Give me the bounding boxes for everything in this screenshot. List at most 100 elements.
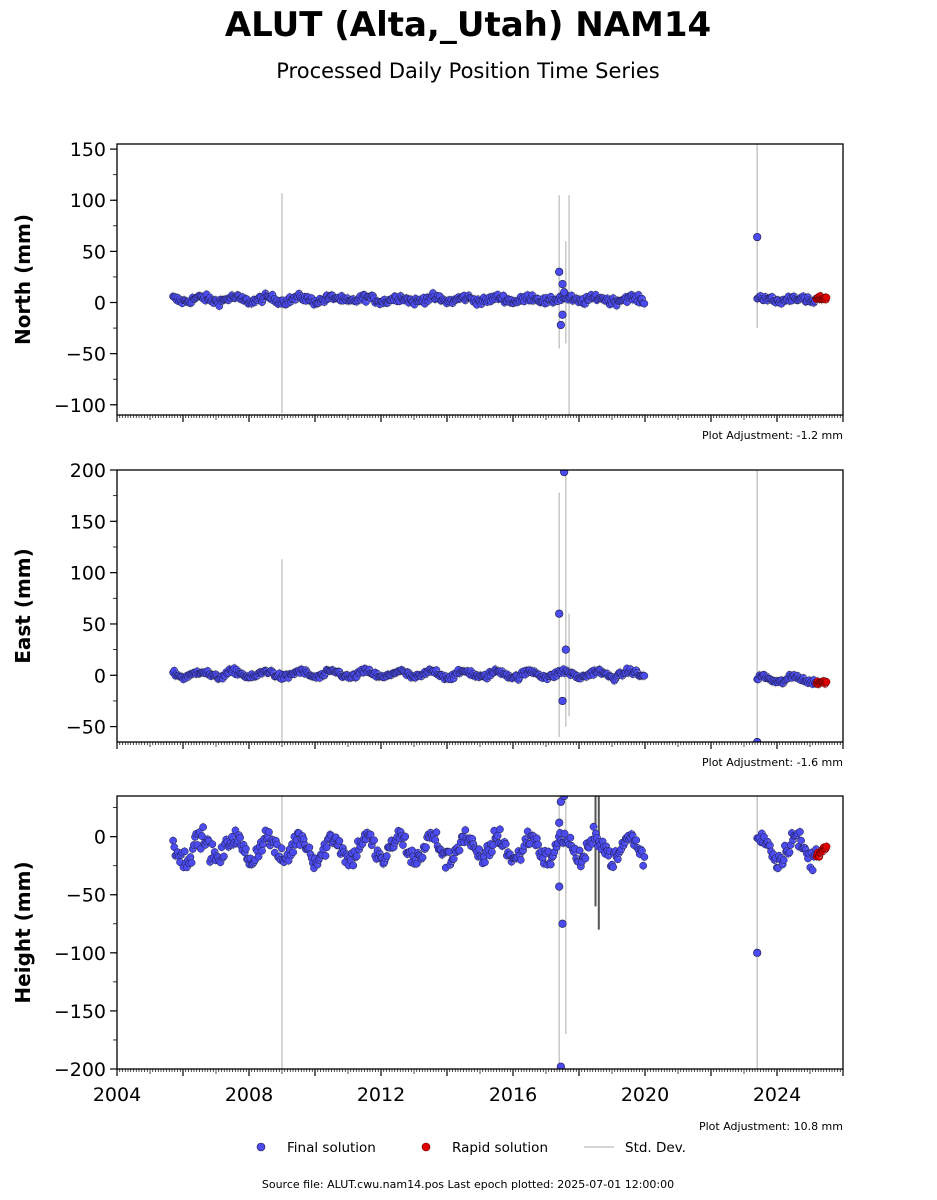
final-solution-series: [169, 288, 649, 312]
rapid-solution-series: [812, 675, 831, 690]
final-point: [581, 854, 590, 863]
x-tick-label: 2004: [93, 1084, 141, 1106]
outlier-point: [753, 232, 762, 242]
outlier-point: [558, 280, 567, 289]
final-point: [422, 843, 430, 852]
outlier-point: [560, 288, 569, 297]
final-point: [220, 852, 228, 861]
y-tick-label: 100: [70, 190, 106, 212]
outlier-point: [558, 919, 567, 928]
final-point: [779, 856, 788, 864]
final-point: [808, 866, 817, 875]
y-tick-label: 150: [70, 139, 106, 161]
final-point: [242, 844, 250, 853]
y-tick-label: 0: [94, 665, 106, 687]
x-tick-label: 2008: [225, 1084, 273, 1106]
final-point: [481, 858, 489, 867]
y-tick-label: 150: [70, 511, 106, 533]
legend-rapid-label: Rapid solution: [452, 1140, 548, 1156]
plot-area: [169, 144, 831, 415]
outlier-point: [555, 882, 564, 891]
final-point: [401, 832, 410, 841]
outlier-point: [558, 310, 567, 319]
final-point: [187, 858, 196, 867]
plot-adjustment-note: Plot Adjustment: -1.6 mm: [702, 756, 843, 769]
final-point: [169, 836, 177, 845]
final-point: [399, 841, 407, 849]
final-point: [199, 823, 207, 831]
final-point: [560, 829, 569, 838]
y-tick-label: 200: [70, 460, 106, 482]
final-point: [609, 863, 618, 871]
y-tick-label: 0: [94, 293, 106, 315]
x-tick-label: 2012: [357, 1084, 405, 1106]
plot-adjustment-note: Plot Adjustment: -1.2 mm: [702, 429, 843, 442]
x-tick-label: 2020: [621, 1084, 669, 1106]
final-solution-series: [753, 669, 820, 690]
final-point: [322, 843, 331, 852]
y-tick-label: 50: [82, 241, 106, 263]
final-point: [335, 837, 344, 845]
final-point: [258, 846, 266, 855]
final-solution-series: [169, 663, 649, 686]
outlier-point: [753, 737, 762, 742]
final-point: [575, 846, 584, 855]
final-point: [305, 843, 314, 852]
final-point: [265, 828, 273, 836]
final-point: [370, 836, 378, 845]
outlier-point: [556, 320, 565, 330]
outlier-point: [558, 696, 567, 706]
panel-east: 200 150 100 50 0 −50 East (mm) Plot Adjustment:…: [11, 460, 844, 769]
final-point: [534, 840, 542, 849]
final-point: [418, 853, 427, 862]
final-point: [455, 846, 464, 855]
y-tick-label: −100: [54, 943, 106, 965]
final-point: [639, 861, 648, 870]
final-point: [488, 848, 496, 856]
final-solution-series: [169, 821, 649, 874]
final-point: [632, 836, 641, 845]
final-point: [640, 299, 649, 308]
y-tick-label: −50: [66, 717, 106, 739]
final-point: [640, 853, 649, 861]
y-tick-label: 50: [82, 614, 106, 636]
final-point: [516, 856, 525, 864]
rapid-solution-series: [812, 290, 831, 305]
outlier-point: [555, 609, 564, 618]
rapid-solution-series: [812, 841, 831, 862]
y-tick-label: 100: [70, 563, 106, 585]
legend-final-label: Final solution: [287, 1140, 376, 1156]
y-axis-label: East (mm): [11, 548, 35, 664]
rapid-point: [822, 842, 831, 851]
legend-final-marker: [256, 1142, 266, 1152]
final-point: [501, 840, 510, 848]
chart-title: ALUT (Alta,_Utah) NAM14: [225, 5, 711, 45]
final-point: [566, 833, 575, 842]
legend: Final solution Rapid solution Std. Dev.: [256, 1140, 686, 1156]
y-axis-label: North (mm): [11, 214, 35, 345]
final-point: [613, 855, 622, 864]
final-point: [432, 828, 441, 837]
y-tick-label: 0: [94, 827, 106, 849]
legend-std-label: Std. Dev.: [625, 1140, 686, 1156]
final-point: [321, 851, 330, 860]
final-point: [546, 860, 555, 869]
final-point: [496, 825, 504, 834]
final-point: [785, 848, 794, 857]
outlier-point: [555, 267, 564, 276]
final-point: [412, 859, 421, 868]
chart-subtitle: Processed Daily Position Time Series: [276, 59, 660, 83]
final-solution-series: [753, 826, 820, 876]
final-point: [277, 844, 286, 853]
rapid-point: [822, 293, 831, 302]
final-point: [382, 852, 391, 860]
final-point: [796, 827, 804, 836]
final-point: [236, 833, 244, 842]
final-solution-series: [753, 290, 820, 309]
source-note: Source file: ALUT.cwu.nam14.pos Last epo…: [262, 1178, 674, 1191]
final-point: [254, 852, 263, 861]
final-point: [180, 847, 189, 856]
final-point: [289, 848, 298, 857]
y-tick-label: −150: [54, 1001, 106, 1023]
